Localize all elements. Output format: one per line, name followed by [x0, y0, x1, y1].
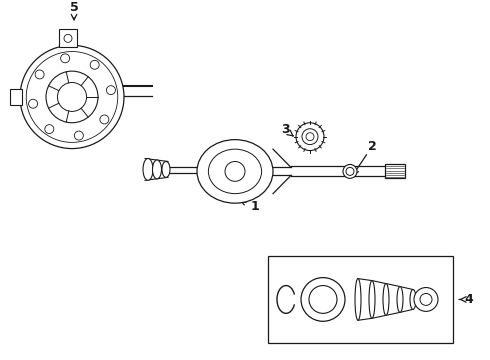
Ellipse shape: [162, 162, 170, 177]
Ellipse shape: [383, 284, 389, 315]
Circle shape: [45, 125, 54, 134]
Circle shape: [20, 45, 124, 149]
Circle shape: [35, 70, 44, 79]
Circle shape: [343, 165, 357, 178]
Circle shape: [46, 71, 98, 123]
Bar: [268, 256, 453, 343]
Circle shape: [61, 54, 70, 63]
Circle shape: [90, 60, 99, 69]
Ellipse shape: [369, 280, 375, 318]
Circle shape: [74, 131, 83, 140]
Circle shape: [414, 288, 438, 311]
Polygon shape: [59, 30, 77, 47]
Ellipse shape: [143, 158, 153, 180]
Text: 2: 2: [368, 140, 376, 153]
Ellipse shape: [410, 289, 416, 309]
Circle shape: [28, 99, 38, 108]
Text: 3: 3: [281, 123, 289, 136]
Ellipse shape: [197, 140, 273, 203]
Text: 1: 1: [250, 200, 259, 213]
Circle shape: [420, 293, 432, 305]
Circle shape: [106, 86, 116, 95]
Circle shape: [302, 129, 318, 145]
Circle shape: [296, 123, 324, 150]
Circle shape: [301, 278, 345, 321]
Circle shape: [309, 285, 337, 313]
Ellipse shape: [355, 279, 361, 320]
Circle shape: [225, 162, 245, 181]
Circle shape: [346, 167, 354, 175]
Circle shape: [306, 133, 314, 141]
Polygon shape: [385, 165, 405, 178]
Polygon shape: [10, 89, 22, 105]
Circle shape: [57, 82, 87, 111]
Ellipse shape: [397, 287, 403, 312]
Circle shape: [100, 115, 109, 124]
Circle shape: [64, 35, 72, 42]
Text: 4: 4: [465, 293, 473, 306]
Ellipse shape: [152, 160, 162, 179]
Text: 5: 5: [70, 1, 78, 14]
